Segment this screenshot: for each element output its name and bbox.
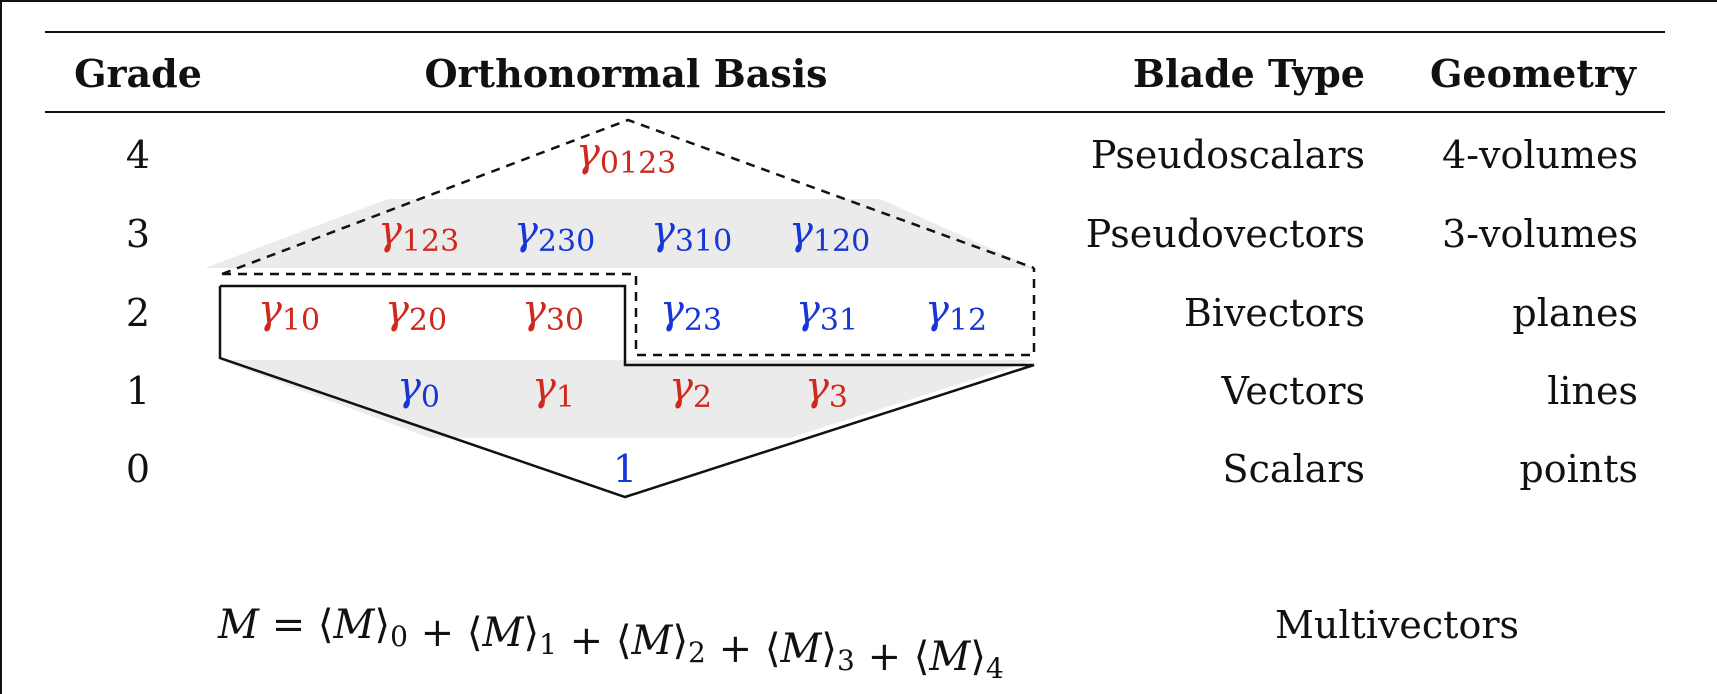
basis-grade3: γ123 γ230 γ310 γ120 xyxy=(378,208,870,259)
basis-element: γ3 xyxy=(805,364,848,415)
header-basis: Orthonormal Basis xyxy=(424,51,827,96)
grade1-shade xyxy=(220,360,1034,438)
basis-grade4: γ0123 xyxy=(576,130,676,181)
blade-type: Scalars xyxy=(1223,447,1365,491)
blade-type: Pseudoscalars xyxy=(1091,133,1365,177)
scalar-one: 1 xyxy=(613,447,637,491)
basis-element: γ2 xyxy=(669,364,712,415)
multivectors-label: Multivectors xyxy=(1275,603,1519,647)
basis-element: γ120 xyxy=(789,208,870,259)
multivector-equation: M = ⟨M⟩0 + ⟨M⟩1 + ⟨M⟩2 + ⟨M⟩3 + ⟨M⟩4 xyxy=(217,602,1004,685)
basis-element: γ230 xyxy=(514,208,595,259)
blade-type: Vectors xyxy=(1220,369,1365,413)
basis-element: γ30 xyxy=(522,287,584,338)
solid-odd-boundary xyxy=(218,284,1035,499)
basis-grade2: γ10 γ20 γ30 γ23 γ31 γ12 xyxy=(258,287,987,338)
header-blade-type: Blade Type xyxy=(1133,51,1365,96)
basis-element: γ20 xyxy=(385,287,447,338)
grade-value: 4 xyxy=(126,133,150,177)
row-grade-1: 1 Vectors lines xyxy=(126,369,1638,413)
geometry: lines xyxy=(1547,369,1638,413)
basis-element: γ310 xyxy=(651,208,732,259)
basis-element: γ12 xyxy=(925,287,987,338)
grade-value: 0 xyxy=(126,447,150,491)
geometry: 4-volumes xyxy=(1442,133,1638,177)
basis-element: γ1 xyxy=(532,364,575,415)
basis-grade1: γ0 γ1 γ2 γ3 xyxy=(397,364,848,415)
basis-grade0: 1 xyxy=(613,447,637,491)
basis-element: γ0 xyxy=(397,364,440,415)
geometry: 3-volumes xyxy=(1442,212,1638,256)
row-grade-3: 3 Pseudovectors 3-volumes xyxy=(126,212,1638,256)
row-grade-2: 2 Bivectors planes xyxy=(126,291,1638,335)
basis-element: γ0123 xyxy=(576,130,676,181)
grade-value: 2 xyxy=(126,291,150,335)
header-grade: Grade xyxy=(74,51,202,96)
dashed-middle-line xyxy=(222,268,1036,357)
row-grade-4: 4 Pseudoscalars 4-volumes xyxy=(126,133,1638,177)
grade3-shade xyxy=(205,199,1034,268)
geometry: points xyxy=(1519,447,1638,491)
blade-type: Pseudovectors xyxy=(1086,212,1365,256)
grade-value: 3 xyxy=(126,212,150,256)
grade-value: 1 xyxy=(126,369,150,413)
basis-element: γ10 xyxy=(258,287,320,338)
dashed-even-boundary xyxy=(221,118,1035,276)
geometry: planes xyxy=(1512,291,1638,335)
basis-element: γ31 xyxy=(796,287,858,338)
basis-element: γ123 xyxy=(378,208,459,259)
header-geometry: Geometry xyxy=(1430,51,1637,96)
row-grade-0: 0 Scalars points xyxy=(126,447,1638,491)
blade-type: Bivectors xyxy=(1184,291,1365,335)
basis-element: γ23 xyxy=(660,287,722,338)
